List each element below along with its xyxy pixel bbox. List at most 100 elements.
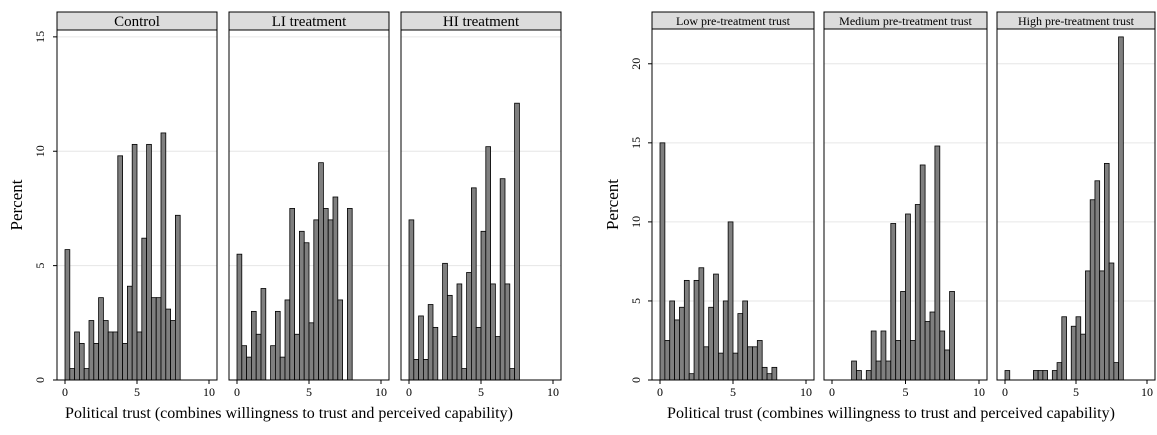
histogram-bar [294, 333, 300, 381]
histogram-bar [127, 285, 133, 381]
histogram-bar [418, 315, 424, 381]
histogram-bar [313, 219, 319, 381]
histogram-bar [718, 352, 724, 381]
histogram-bar [480, 230, 487, 381]
histogram-bar [117, 155, 123, 381]
histogram-bar [308, 322, 315, 381]
histogram-bar [289, 208, 295, 381]
histogram-bar [303, 242, 310, 381]
histogram-bar [236, 253, 243, 381]
histogram-bar [1094, 180, 1101, 381]
histogram-bar [875, 360, 882, 381]
histogram-bar [451, 336, 458, 381]
histogram-bar [688, 373, 695, 381]
x-tick-label: 5 [730, 385, 736, 399]
x-tick-label: 5 [1073, 385, 1079, 399]
x-tick-label: 0 [406, 385, 412, 399]
histogram-bar [737, 313, 744, 381]
histogram-bar [1037, 370, 1044, 381]
histogram-bar [949, 291, 955, 381]
histogram-bar [752, 346, 758, 381]
histogram-bar [944, 349, 950, 381]
histogram-bar [1075, 316, 1082, 381]
histogram-bar [270, 345, 276, 381]
y-tick-label: 10 [33, 145, 47, 157]
histogram-bar [693, 279, 700, 381]
x-tick-label: 0 [1002, 385, 1008, 399]
histogram-bar [674, 319, 680, 381]
histogram-bar [318, 162, 324, 381]
histogram-bar [170, 320, 176, 381]
y-tick-label: 15 [33, 31, 47, 43]
histogram-bar [64, 249, 71, 381]
histogram-bar [274, 310, 281, 381]
histogram-bar [495, 336, 501, 381]
histogram-bar [727, 221, 734, 381]
x-tick-label: 10 [973, 385, 985, 399]
histogram-bar [255, 333, 262, 381]
histogram-bar [1042, 370, 1048, 381]
histogram-bar [141, 237, 147, 381]
x-tick-label: 0 [657, 385, 663, 399]
y-axis-label: Percent [7, 179, 26, 230]
histogram-bar [69, 368, 75, 381]
histogram-bar [323, 208, 329, 381]
histogram-bar [1070, 325, 1077, 381]
histogram-bar [865, 370, 872, 381]
histogram-bar [890, 223, 897, 381]
histogram-bar [475, 326, 482, 381]
histogram-bar [74, 331, 80, 381]
histogram-bar [499, 178, 506, 381]
histogram-bar [900, 291, 906, 381]
histogram-bar [466, 272, 472, 381]
histogram-bar [1104, 162, 1110, 381]
histogram-bar [423, 359, 429, 381]
histogram-bar [929, 311, 936, 381]
histogram-bar [1099, 270, 1105, 381]
histogram-bar [851, 360, 857, 381]
histogram-bar [79, 342, 85, 381]
histogram-bar [771, 366, 778, 381]
histogram-bar [155, 297, 162, 381]
histogram-bar [456, 283, 463, 381]
histogram-bar [279, 356, 286, 381]
histogram-bar [485, 146, 491, 381]
histogram-bar [1108, 262, 1115, 381]
y-tick-label: 5 [33, 263, 47, 269]
panel-title: Medium pre-treatment trust [839, 14, 972, 28]
histogram-bar [88, 320, 95, 381]
y-tick-label: 5 [629, 298, 643, 304]
histogram-bar [679, 306, 685, 381]
histogram-bar [427, 304, 434, 381]
histogram-bar [1118, 36, 1124, 381]
histogram-bar [880, 330, 887, 381]
histogram-bar [160, 132, 167, 381]
histogram-bar [165, 308, 172, 381]
histogram-bar [93, 342, 100, 381]
histogram-bar [703, 346, 710, 381]
histogram-bar [122, 342, 128, 381]
histogram-bar [708, 306, 714, 381]
x-tick-label: 10 [1141, 385, 1153, 399]
y-tick-label: 15 [629, 137, 643, 149]
histogram-bar [713, 273, 719, 381]
histogram-bar [1004, 370, 1011, 381]
histogram-bar [1080, 333, 1086, 381]
histogram-bar [107, 331, 114, 381]
histogram-bar [146, 143, 152, 381]
histogram-bar [504, 283, 511, 381]
histogram-bar [1089, 199, 1096, 381]
histogram-bar [408, 219, 415, 381]
histogram-bar [766, 373, 773, 381]
histogram-bar [413, 359, 419, 381]
histogram-bar [251, 310, 257, 381]
histogram-bar [284, 299, 291, 381]
y-tick-label: 20 [629, 58, 643, 70]
x-tick-label: 5 [134, 385, 140, 399]
histogram-bar [432, 326, 439, 381]
histogram-bar [174, 214, 181, 381]
histogram-bar [98, 297, 104, 381]
histogram-bar [756, 340, 763, 381]
